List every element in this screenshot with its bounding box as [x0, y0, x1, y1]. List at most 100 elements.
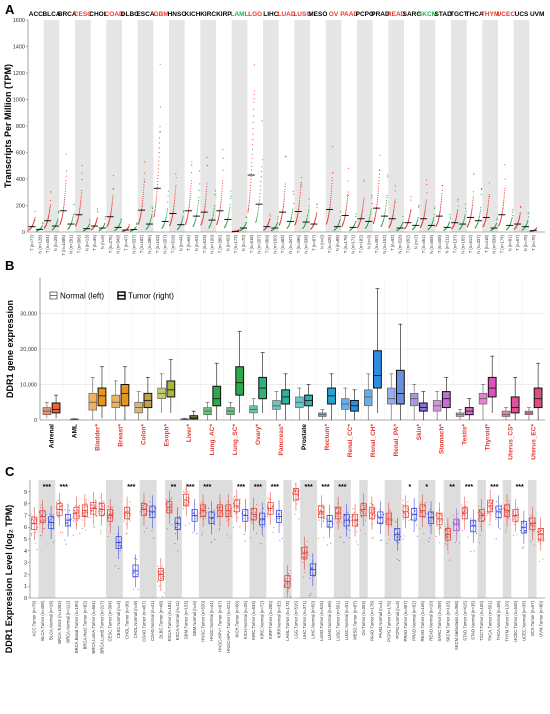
- group-label: T (n=486): [296, 234, 301, 253]
- category-label-renal-pa: Renal_PA*: [393, 424, 400, 457]
- data-point: [304, 544, 307, 546]
- data-point: [471, 206, 473, 208]
- data-point: [377, 196, 379, 199]
- data-point: [221, 506, 223, 508]
- data-point: [504, 178, 506, 180]
- band-lusc: [294, 20, 310, 232]
- data-point: [96, 507, 98, 510]
- cohort-label: ACC.Tumor (n=79): [32, 600, 37, 636]
- data-point: [387, 516, 389, 518]
- data-point: [377, 190, 379, 192]
- data-point: [79, 203, 81, 205]
- data-point: [258, 199, 261, 201]
- data-point: [436, 525, 438, 527]
- group-label: N (n=291): [69, 234, 74, 253]
- data-point: [362, 511, 364, 513]
- data-point: [49, 204, 51, 206]
- data-point: [513, 512, 515, 514]
- data-point: [292, 493, 294, 495]
- data-point: [206, 186, 208, 188]
- data-point: [222, 157, 224, 159]
- data-point: [296, 217, 298, 219]
- data-point: [449, 216, 451, 218]
- data-point: [118, 542, 120, 544]
- cancer-label-gbm: GBM: [154, 11, 169, 18]
- data-point: [338, 521, 341, 523]
- data-point: [253, 64, 255, 66]
- data-point: [155, 197, 157, 199]
- data-point: [75, 511, 77, 513]
- y-tick-label: 1200: [13, 71, 25, 77]
- data-point: [502, 205, 504, 207]
- data-point: [125, 515, 127, 517]
- data-point: [261, 166, 263, 168]
- data-point: [488, 506, 490, 509]
- data-point: [433, 213, 435, 216]
- data-point: [338, 221, 340, 223]
- data-point: [331, 188, 333, 190]
- data-point: [434, 206, 436, 208]
- data-point: [142, 504, 144, 506]
- data-point: [167, 195, 169, 197]
- data-point: [488, 502, 490, 504]
- data-point: [516, 506, 518, 508]
- category-label-rectum: Rectum*: [324, 424, 331, 451]
- data-point: [78, 211, 80, 213]
- data-point: [49, 209, 51, 211]
- cancer-label-cesc: CESC: [74, 11, 92, 18]
- category-label-aml: AML: [71, 424, 78, 438]
- significance-marker: ***: [254, 484, 262, 491]
- data-point: [187, 496, 189, 498]
- data-point: [306, 216, 308, 218]
- data-point: [204, 204, 206, 206]
- data-point: [467, 536, 469, 538]
- cohort-label: CHOL.Normal (n=9): [133, 600, 138, 638]
- category-label-uterus-cs: Uterus_CS*: [508, 424, 515, 460]
- data-point: [313, 575, 315, 578]
- data-point: [360, 216, 362, 218]
- data-point: [330, 192, 332, 194]
- data-point: [374, 214, 376, 217]
- data-point: [412, 530, 414, 532]
- cohort-label: READ.Tumor (n=166): [420, 600, 425, 641]
- group-label: T (n=461): [421, 234, 426, 253]
- data-point: [287, 596, 289, 598]
- data-point: [338, 222, 340, 224]
- data-point: [433, 208, 435, 210]
- data-point: [417, 218, 419, 220]
- data-point: [478, 218, 480, 220]
- data-point: [420, 512, 422, 514]
- data-point: [328, 214, 330, 216]
- data-point: [260, 543, 262, 545]
- data-point: [93, 526, 95, 529]
- data-point: [81, 519, 83, 521]
- data-point: [100, 504, 102, 506]
- cancer-label-read: READ: [387, 11, 406, 18]
- data-point: [56, 221, 58, 223]
- data-point: [330, 200, 332, 202]
- data-point: [65, 153, 67, 155]
- data-point: [129, 501, 131, 503]
- data-point: [501, 211, 503, 213]
- data-point: [346, 206, 348, 208]
- data-point: [539, 530, 541, 532]
- data-point: [299, 191, 301, 194]
- data-point: [463, 507, 465, 509]
- data-point: [322, 513, 324, 515]
- data-point: [361, 209, 363, 212]
- data-point: [252, 121, 254, 124]
- data-point: [377, 515, 380, 517]
- data-point: [441, 184, 444, 186]
- data-point: [189, 192, 191, 195]
- data-point: [42, 528, 45, 530]
- data-point: [151, 207, 153, 210]
- data-point: [288, 576, 290, 578]
- data-point: [205, 201, 207, 203]
- data-point: [111, 206, 113, 208]
- data-point: [392, 213, 394, 215]
- data-point: [250, 520, 252, 522]
- data-point: [409, 212, 411, 214]
- cohort-label: DLBC.Tumor (n=48): [158, 600, 163, 638]
- data-point: [226, 506, 228, 508]
- data-point: [140, 214, 142, 216]
